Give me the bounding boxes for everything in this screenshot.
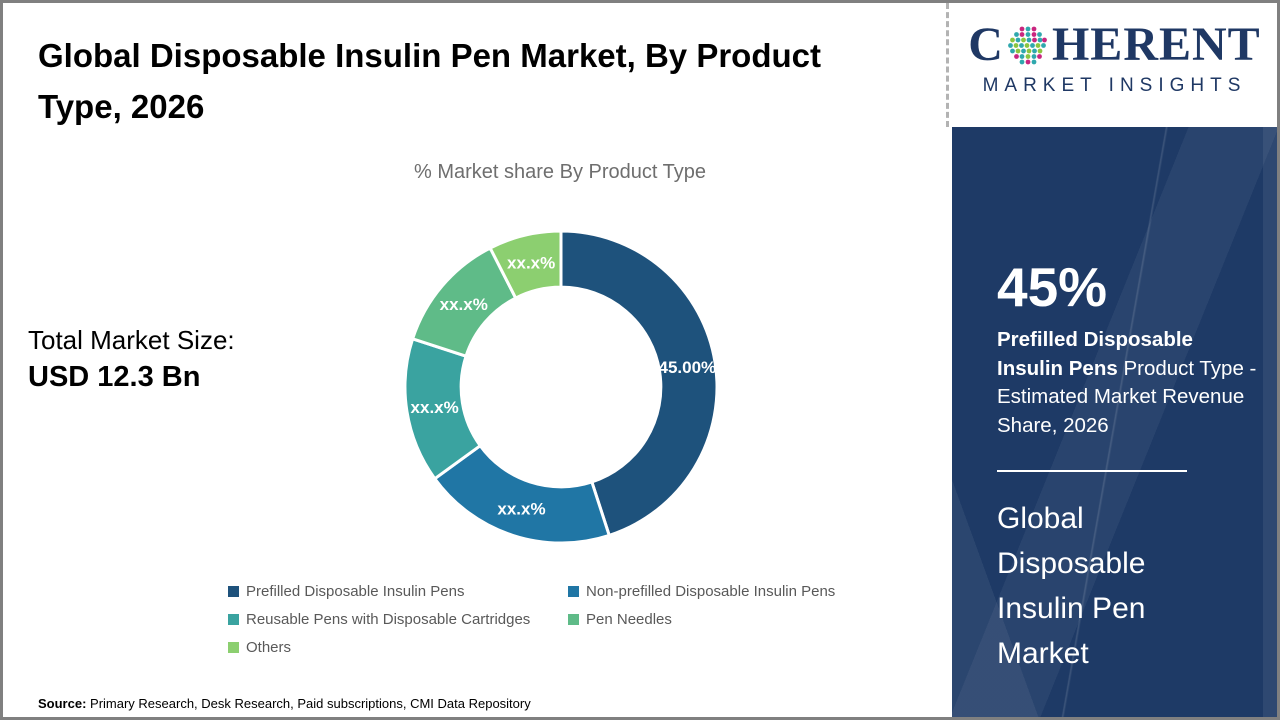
- slice-label-1: 45.00%: [659, 358, 717, 377]
- total-market-label: Total Market Size:: [28, 325, 235, 355]
- chart-legend: Prefilled Disposable Insulin Pens Reusabl…: [228, 583, 835, 667]
- stat-description-rest: Product Type - Estimated Market Revenue …: [997, 356, 1257, 438]
- legend-swatch-icon: [228, 586, 239, 597]
- company-logo: C HERENT MARKET INSIGHTS: [952, 21, 1277, 97]
- slice-label-4: xx.x%: [440, 295, 488, 314]
- source-label: Source:: [38, 696, 87, 711]
- legend-column-2: Non-prefilled Disposable Insulin Pens Pen…: [568, 583, 835, 667]
- logo-letter-c: C: [968, 18, 1004, 71]
- total-market-value: USD 12.3 Bn: [28, 361, 201, 394]
- logo-letters-herent: HERENT: [1051, 18, 1261, 71]
- legend-item[interactable]: Prefilled Disposable Insulin Pens: [228, 583, 568, 600]
- sidebar-content: 45% Prefilled Disposable Insulin Pens Pr…: [997, 260, 1259, 676]
- slice-label-3: xx.x%: [411, 398, 459, 417]
- logo-dashed-divider: [946, 3, 949, 127]
- donut-segment-1[interactable]: [559, 229, 719, 537]
- stat-value: 45%: [997, 256, 1108, 318]
- donut-chart: 45.00% xx.x% xx.x% xx.x% xx.x%: [403, 229, 719, 545]
- legend-swatch-icon: [228, 642, 239, 653]
- legend-label: Others: [246, 639, 292, 656]
- legend-item[interactable]: Reusable Pens with Disposable Cartridges: [228, 611, 568, 628]
- sidebar-divider-line: [997, 469, 1187, 472]
- legend-swatch-icon: [568, 614, 579, 625]
- source-text: Primary Research, Desk Research, Paid su…: [86, 696, 531, 711]
- legend-column-1: Prefilled Disposable Insulin Pens Reusabl…: [228, 583, 568, 667]
- legend-label: Reusable Pens with Disposable Cartridges: [246, 611, 531, 628]
- legend-item[interactable]: Non-prefilled Disposable Insulin Pens: [568, 583, 835, 600]
- donut-segment-5[interactable]: [488, 229, 563, 300]
- legend-label: Non-prefilled Disposable Insulin Pens: [586, 583, 836, 600]
- slice-label-2: xx.x%: [497, 500, 545, 519]
- logo-tagline: MARKET INSIGHTS: [982, 75, 1247, 96]
- total-market-size: Total Market Size: USD 12.3 Bn: [28, 323, 235, 397]
- stat-description: Prefilled Disposable Insulin Pens Produc…: [997, 326, 1259, 441]
- stat-description-bold: Prefilled Disposable Insulin Pens: [997, 328, 1193, 380]
- page-title: Global Disposable Insulin Pen Market, By…: [38, 37, 821, 126]
- sidebar-market-name: Global Disposable Insulin Pen Market: [997, 501, 1146, 670]
- slice-label-5: xx.x%: [507, 254, 555, 273]
- legend-item[interactable]: Others: [228, 639, 568, 656]
- logo-wordmark: C HERENT: [952, 21, 1277, 69]
- legend-swatch-icon: [568, 586, 579, 597]
- legend-label: Pen Needles: [586, 611, 672, 628]
- highlight-sidebar: 45% Prefilled Disposable Insulin Pens Pr…: [952, 127, 1277, 717]
- legend-item[interactable]: Pen Needles: [568, 611, 835, 628]
- legend-swatch-icon: [228, 614, 239, 625]
- globe-dots-icon: [1008, 26, 1047, 65]
- chart-subtitle: % Market share By Product Type: [414, 161, 706, 183]
- legend-label: Prefilled Disposable Insulin Pens: [246, 583, 465, 600]
- source-note: Source: Primary Research, Desk Research,…: [38, 696, 531, 711]
